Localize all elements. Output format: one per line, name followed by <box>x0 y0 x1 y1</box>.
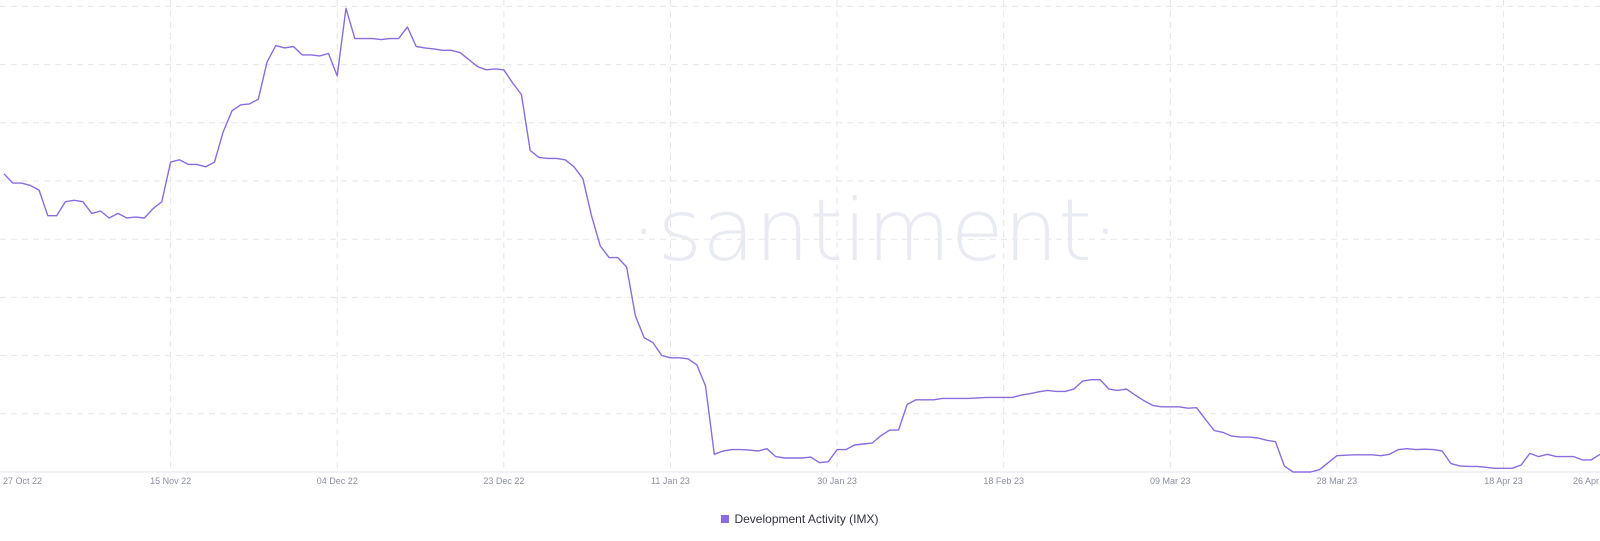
series-line-development-activity <box>3 7 1600 473</box>
x-tick-label: 30 Jan 23 <box>817 476 857 486</box>
x-tick-label: 23 Dec 22 <box>483 476 524 486</box>
chart-legend: Development Activity (IMX) <box>0 512 1600 526</box>
x-tick-label: 04 Dec 22 <box>317 476 358 486</box>
x-tick-label: 09 Mar 23 <box>1150 476 1191 486</box>
x-tick-label: 11 Jan 23 <box>651 476 690 486</box>
x-axis-ticks: 27 Oct 22 15 Nov 22 04 Dec 22 23 Dec 22 11 J… <box>3 476 1599 486</box>
series-layer <box>3 7 1600 473</box>
x-tick-label: 28 Mar 23 <box>1317 476 1358 486</box>
x-tick-label: 27 Oct 22 <box>3 476 42 486</box>
x-tick-label: 26 Apr <box>1573 476 1599 486</box>
legend-swatch <box>721 515 730 523</box>
santiment-watermark: ·santiment· <box>630 181 1119 281</box>
x-tick-label: 15 Nov 22 <box>150 476 191 486</box>
legend-label: Development Activity (IMX) <box>734 512 879 526</box>
x-tick-label: 18 Feb 23 <box>983 476 1024 486</box>
x-tick-label: 18 Apr 23 <box>1484 476 1523 486</box>
